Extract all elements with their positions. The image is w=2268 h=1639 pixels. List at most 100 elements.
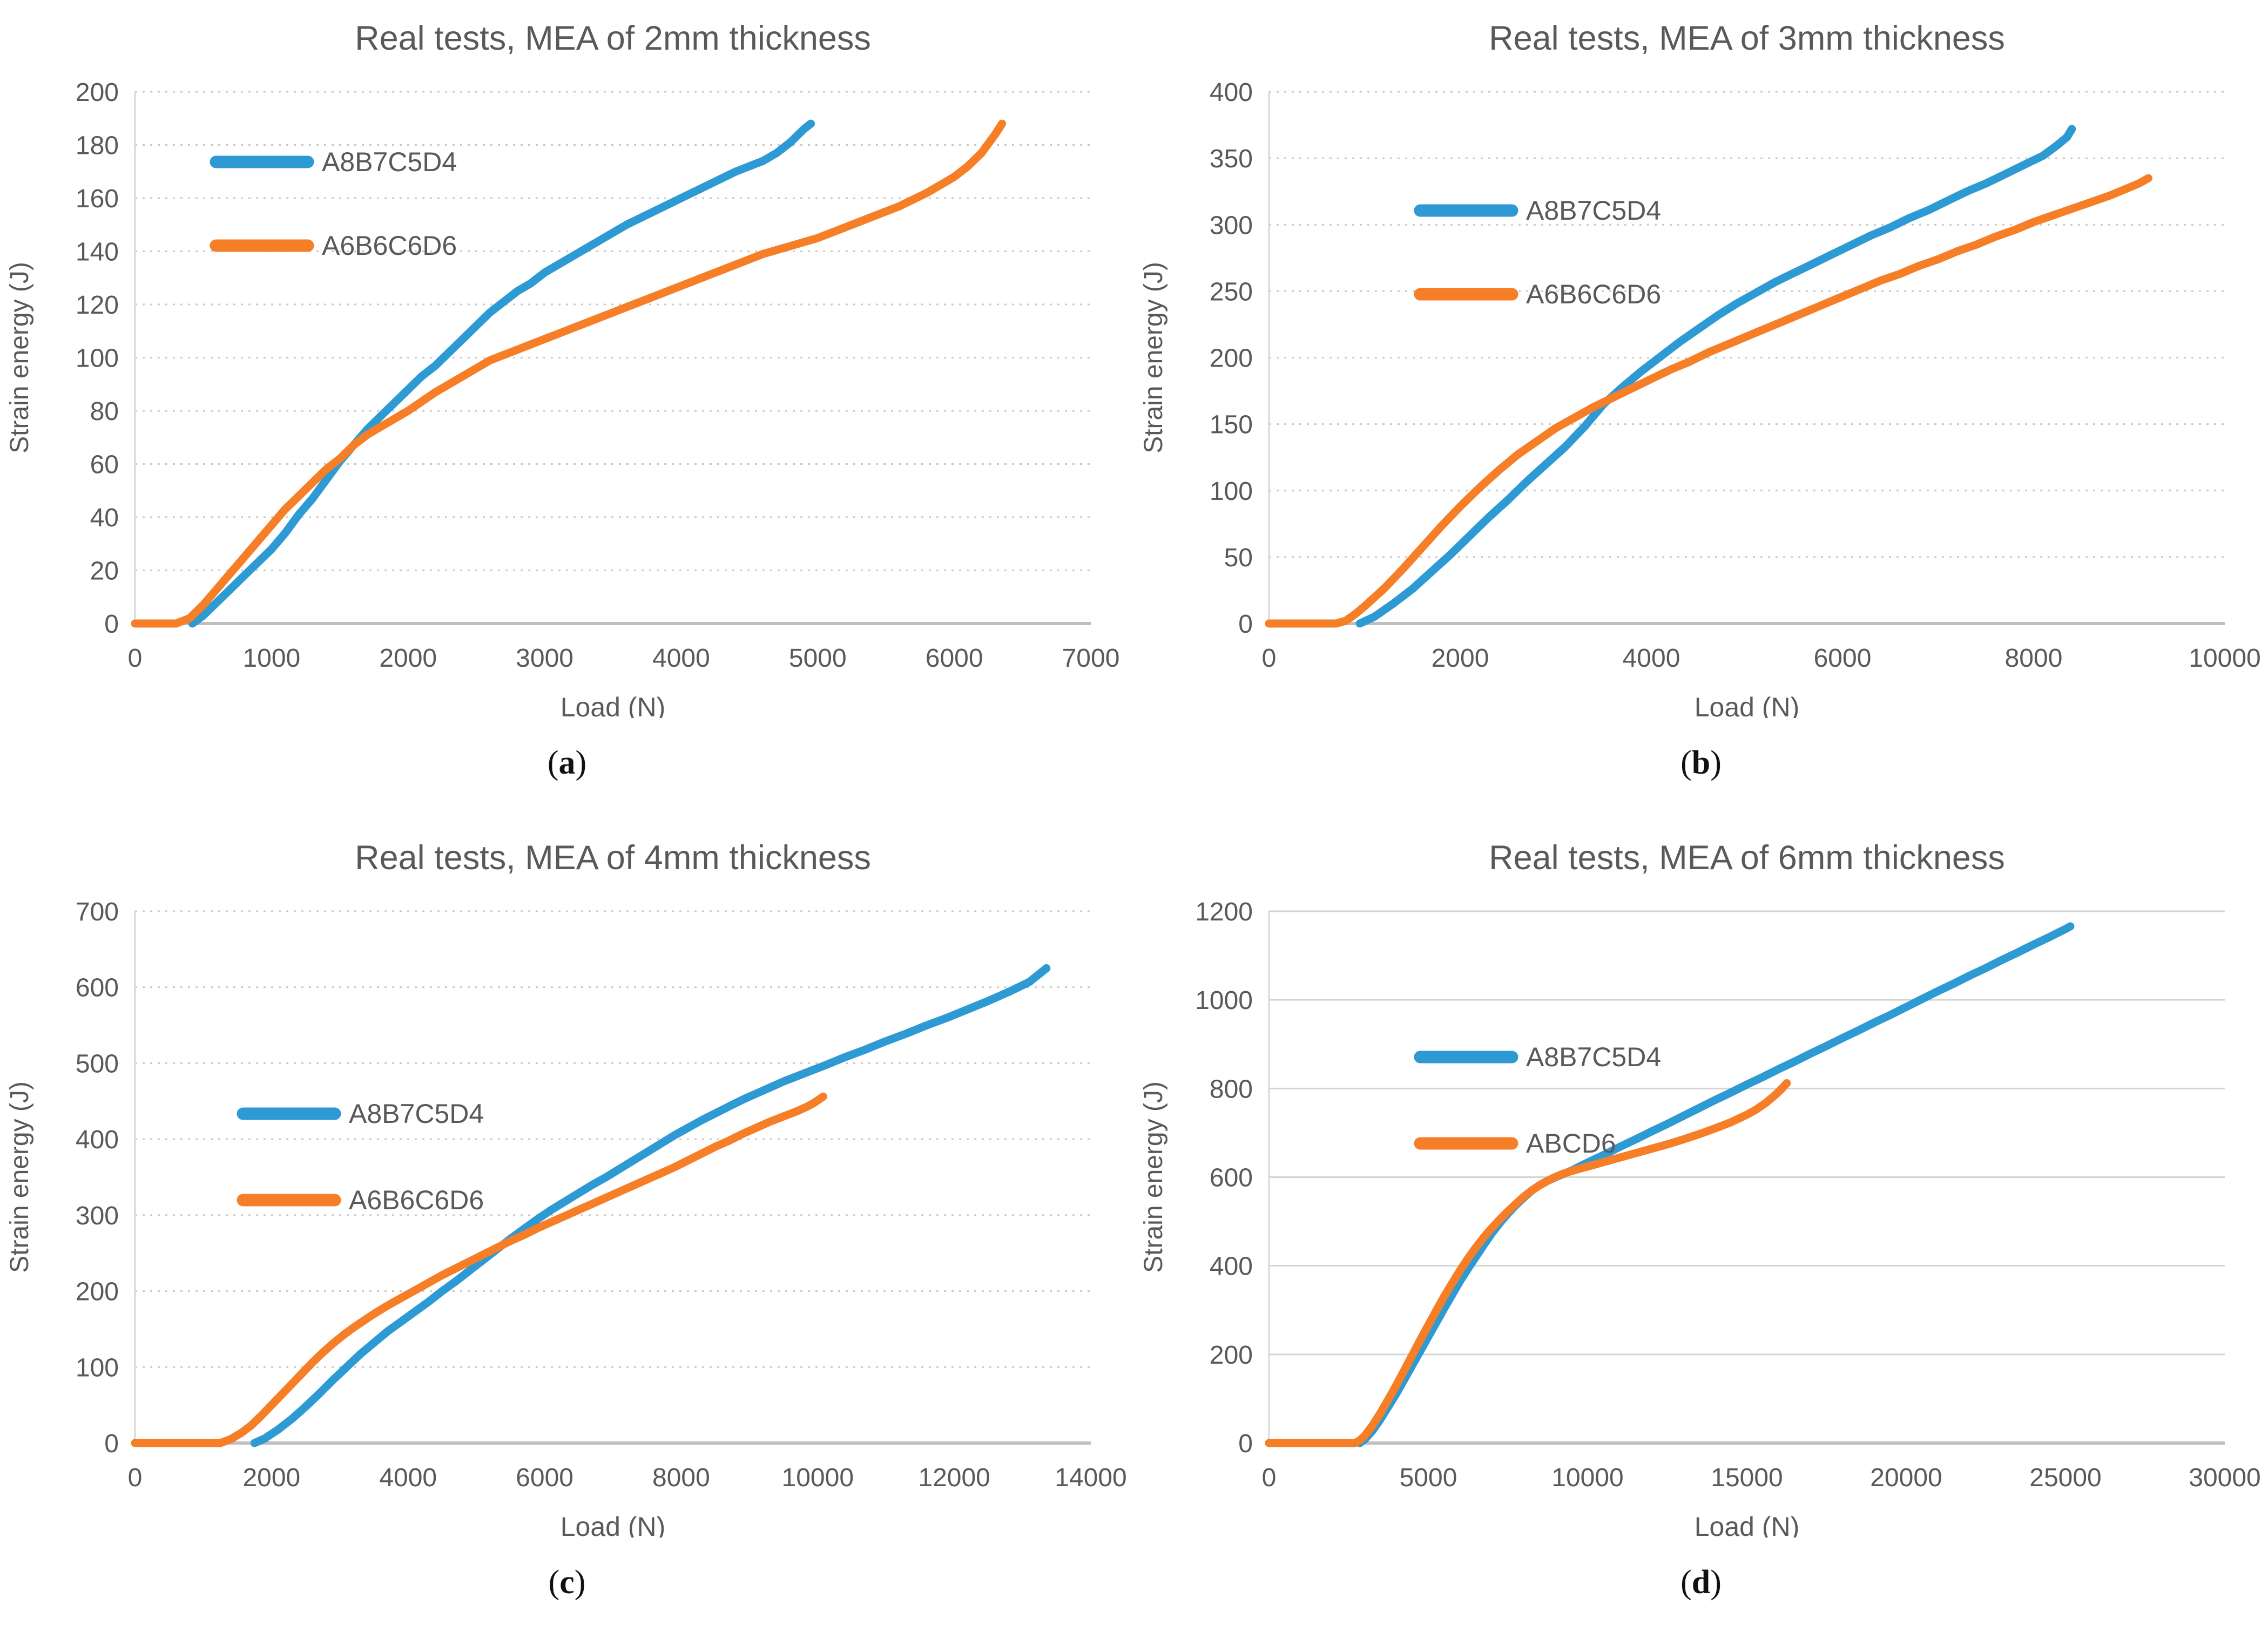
legend-label-A8B7C5D4: A8B7C5D4 [1526, 195, 1661, 226]
x-tick-label: 0 [128, 1464, 143, 1492]
y-tick-label: 300 [76, 1202, 119, 1230]
caption-d-letter: d [1691, 1564, 1711, 1601]
panel-c: 0 100 200 300 400 500 600 700 0 2000 4000 6000 8000 1… [0, 819, 1134, 1639]
chart-title: Real tests, MEA of 4mm thickness [355, 839, 871, 877]
y-tick-label: 0 [104, 1430, 119, 1458]
caption-a-open: ( [547, 744, 559, 781]
x-axis-title: Load (N) [1695, 1512, 1800, 1538]
caption-a: (a) [0, 718, 1134, 815]
x-axis-title: Load (N) [1695, 692, 1800, 718]
caption-b-close: ) [1710, 744, 1722, 781]
series-line-A6B6C6D6 [131, 1092, 827, 1447]
caption-c: (c) [0, 1538, 1134, 1635]
x-tick-label: 5000 [789, 644, 847, 673]
x-tick-label: 0 [1262, 644, 1277, 673]
x-tick-label: 4000 [379, 1464, 437, 1492]
y-axis-title: Strain energy (J) [5, 1081, 34, 1273]
y-tick-label: 0 [104, 610, 119, 639]
y-tick-label: 100 [1210, 477, 1253, 506]
x-tick-label: 8000 [652, 1464, 710, 1492]
y-tick-label: 80 [90, 397, 119, 426]
chart-title: Real tests, MEA of 6mm thickness [1489, 839, 2005, 877]
y-tick-label: 140 [76, 238, 119, 267]
y-tick-label: 200 [76, 78, 119, 107]
y-tick-label: 300 [1210, 211, 1253, 240]
y-axis-title: Strain energy (J) [1139, 1081, 1168, 1273]
y-tick-label: 0 [1238, 1430, 1253, 1458]
x-tick-label: 2000 [1432, 644, 1489, 673]
y-tick-label: 200 [1210, 1341, 1253, 1370]
chart-c-mea-4mm: 0 100 200 300 400 500 600 700 0 2000 4000 6000 8000 1… [5, 839, 1127, 1538]
y-tick-label: 50 [1224, 544, 1253, 572]
series-line-A8B7C5D4 [188, 119, 815, 628]
y-tick-label: 0 [1238, 610, 1253, 639]
x-tick-label: 10000 [782, 1464, 854, 1492]
x-tick-label: 6000 [1814, 644, 1872, 673]
legend-label-A6B6C6D6: A6B6C6D6 [1526, 279, 1661, 309]
caption-b: (b) [1134, 718, 2268, 815]
y-tick-label: 200 [76, 1278, 119, 1306]
legend-label-A6B6C6D6: A6B6C6D6 [322, 231, 457, 261]
x-tick-label: 6000 [516, 1464, 573, 1492]
x-tick-label: 10000 [1551, 1464, 1623, 1492]
y-tick-label: 100 [76, 1353, 119, 1382]
y-tick-label: 1000 [1195, 986, 1253, 1015]
caption-a-letter: a [558, 744, 576, 781]
x-tick-label: 10000 [2189, 644, 2260, 673]
caption-c-close: ) [574, 1564, 586, 1601]
x-tick-label: 5000 [1400, 1464, 1457, 1492]
caption-b-letter: b [1691, 744, 1711, 781]
y-tick-label: 200 [1210, 344, 1253, 373]
y-tick-label: 800 [1210, 1075, 1253, 1103]
x-tick-label: 8000 [2005, 644, 2063, 673]
y-axis-title: Strain energy (J) [1139, 262, 1168, 453]
y-axis-title: Strain energy (J) [5, 262, 34, 453]
y-tick-label: 40 [90, 504, 119, 532]
series-line-A6B6C6D6 [1265, 174, 2152, 628]
x-tick-label: 0 [128, 644, 143, 673]
series-line-A8B7C5D4 [1355, 922, 2075, 1447]
x-tick-label: 6000 [926, 644, 983, 673]
y-tick-label: 180 [76, 132, 119, 160]
panel-b: 0 50 100 150 200 250 300 350 400 0 2000 4000 6000 800… [1134, 0, 2268, 819]
caption-c-open: ( [548, 1564, 560, 1601]
panel-a: 0 20 40 60 80 100 120 140 160 180 200 0 1000 2000 3000… [0, 0, 1134, 819]
y-tick-label: 150 [1210, 411, 1253, 439]
caption-d-open: ( [1680, 1564, 1692, 1601]
y-tick-label: 120 [76, 291, 119, 320]
y-tick-label: 20 [90, 557, 119, 586]
y-tick-label: 350 [1210, 145, 1253, 173]
caption-b-open: ( [1680, 744, 1692, 781]
x-tick-label: 7000 [1062, 644, 1120, 673]
x-tick-label: 2000 [379, 644, 437, 673]
y-tick-label: 400 [76, 1126, 119, 1154]
y-tick-label: 400 [1210, 1252, 1253, 1281]
x-tick-label: 4000 [1623, 644, 1680, 673]
y-tick-label: 250 [1210, 277, 1253, 306]
x-tick-label: 25000 [2029, 1464, 2101, 1492]
x-tick-label: 30000 [2189, 1464, 2260, 1492]
caption-a-close: ) [575, 744, 587, 781]
chart-title: Real tests, MEA of 2mm thickness [355, 19, 871, 57]
series-line-A8B7C5D4 [1355, 125, 2076, 628]
x-axis-title: Load (N) [561, 692, 666, 718]
y-tick-label: 600 [1210, 1164, 1253, 1193]
x-tick-label: 20000 [1870, 1464, 1942, 1492]
x-tick-label: 0 [1262, 1464, 1277, 1492]
x-tick-label: 4000 [652, 644, 710, 673]
y-tick-label: 500 [76, 1049, 119, 1078]
caption-c-letter: c [559, 1564, 575, 1601]
x-tick-label: 1000 [242, 644, 300, 673]
series-line-ABCD6 [1265, 1079, 1791, 1447]
legend-label-A8B7C5D4: A8B7C5D4 [322, 147, 457, 177]
series-line-A6B6C6D6 [131, 119, 1007, 628]
panel-d: 0 200 400 600 800 1000 1200 0 5000 10000 15000 2000… [1134, 819, 2268, 1639]
x-tick-label: 3000 [516, 644, 573, 673]
legend-label-ABCD6: ABCD6 [1526, 1128, 1616, 1159]
legend-label-A8B7C5D4: A8B7C5D4 [1526, 1042, 1661, 1072]
y-tick-label: 400 [1210, 78, 1253, 107]
x-tick-label: 14000 [1055, 1464, 1126, 1492]
